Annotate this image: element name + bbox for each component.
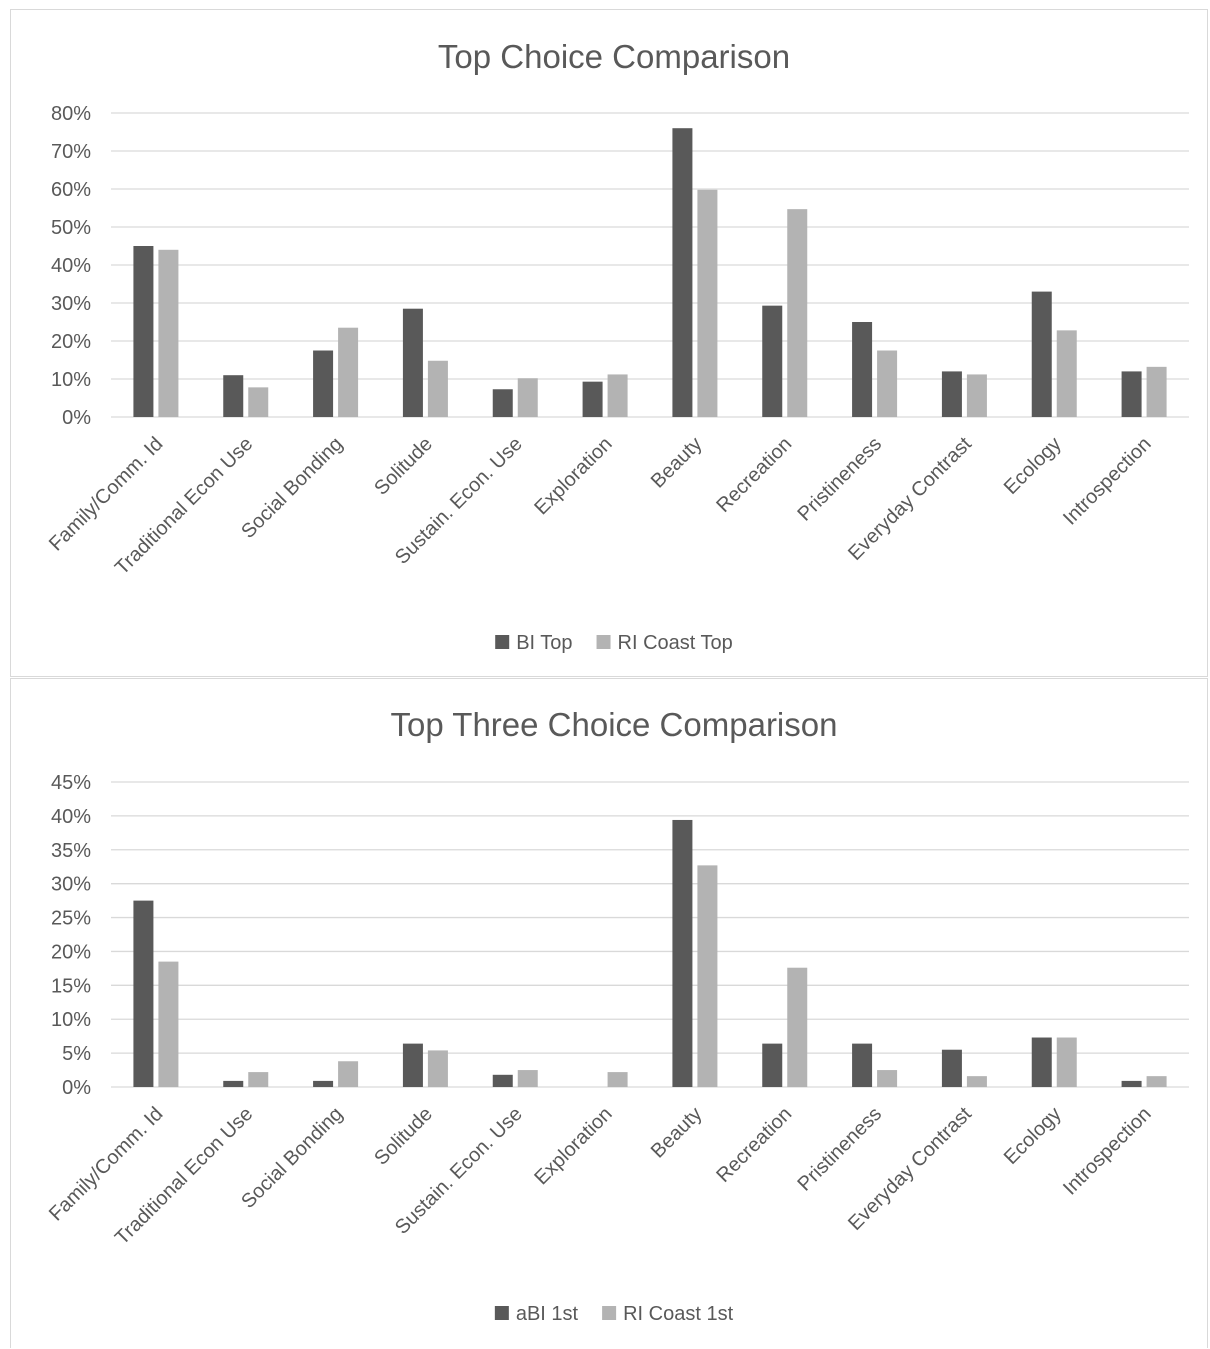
bar-chart-top-three-choice: Top Three Choice Comparison 0% 5% 10% 15% 20…	[45, 706, 1189, 1325]
bar-series-2	[607, 1072, 628, 1087]
bar-series-2	[787, 209, 808, 417]
bar-series-2	[607, 374, 628, 417]
legend-label: BI Top	[516, 632, 572, 654]
y-tick-label: 30%	[51, 293, 91, 315]
bar-chart-top-choice: Top Choice Comparison 0% 10% 20% 30% 40% 50% 6…	[45, 38, 1189, 654]
legend-swatch	[596, 635, 611, 649]
x-category-label: Pristineness	[794, 1103, 887, 1196]
x-category-label: Exploration	[530, 1103, 616, 1189]
bar-series-1	[492, 389, 513, 417]
bar-series-2	[517, 378, 538, 417]
bar-series-2	[787, 967, 808, 1087]
chart-title: Top Three Choice Comparison	[391, 706, 838, 743]
y-tick-label: 80%	[51, 103, 91, 125]
bar-series-1	[402, 308, 423, 417]
bar-series-1	[852, 322, 873, 417]
y-tick-label: 40%	[51, 255, 91, 277]
chart-title: Top Choice Comparison	[438, 38, 790, 75]
bar-series-1	[223, 1080, 244, 1087]
legend-label: RI Coast 1st	[623, 1303, 733, 1325]
x-category-label: Exploration	[530, 433, 616, 519]
x-category-label: Introspection	[1059, 433, 1156, 530]
bar-series-2	[427, 1050, 448, 1087]
legend-swatch	[602, 1306, 617, 1320]
bar-series-2	[877, 1070, 898, 1087]
bar-series-1	[1031, 291, 1052, 417]
bar-series-1	[313, 1080, 334, 1087]
legend-swatch	[495, 635, 510, 649]
bar-series-2	[338, 1061, 359, 1087]
bar-series-1	[1121, 371, 1142, 417]
bar-series-1	[223, 375, 244, 417]
bar-series-1	[133, 246, 154, 417]
bar-series-1	[133, 900, 154, 1087]
x-category-label: Introspection	[1059, 1103, 1156, 1200]
bar-series-1	[852, 1043, 873, 1087]
bar-series-2	[966, 374, 987, 417]
y-tick-label: 20%	[51, 331, 91, 353]
y-tick-label: 0%	[62, 1077, 91, 1099]
y-tick-label: 45%	[51, 772, 91, 794]
y-tick-label: 50%	[51, 217, 91, 239]
legend: aBI 1st RI Coast 1st	[494, 1303, 734, 1325]
bar-series-2	[338, 327, 359, 417]
x-category-label: Recreation	[712, 1103, 796, 1187]
y-tick-label: 25%	[51, 908, 91, 930]
bar-series-1	[582, 381, 603, 417]
bar-series-2	[1056, 1037, 1077, 1087]
y-tick-label: 0%	[62, 407, 91, 429]
bar-series-2	[1056, 330, 1077, 417]
bar-series-1	[1031, 1037, 1052, 1087]
y-tick-label: 20%	[51, 941, 91, 963]
bar-series-1	[672, 819, 693, 1087]
x-category-label: Pristineness	[794, 433, 887, 526]
x-category-label: Solitude	[370, 1103, 437, 1170]
y-tick-label: 10%	[51, 369, 91, 391]
x-category-label: Beauty	[647, 433, 707, 493]
chart-panel-top-choice: Top Choice Comparison 0% 10% 20% 30% 40% 50% 6…	[10, 9, 1208, 677]
bar-series-2	[158, 249, 179, 417]
bar-series-2	[877, 350, 898, 417]
bar-series-2	[966, 1076, 987, 1087]
x-category-label: Recreation	[712, 433, 796, 517]
bar-series-2	[1146, 1076, 1167, 1087]
bar-series-1	[762, 1043, 783, 1087]
legend-swatch	[494, 1306, 509, 1320]
y-tick-label: 30%	[51, 874, 91, 896]
legend: BI Top RI Coast Top	[495, 632, 733, 654]
bar-series-1	[672, 128, 693, 417]
bar-series-1	[941, 371, 962, 417]
bar-series-1	[762, 305, 783, 417]
y-tick-label: 5%	[62, 1043, 91, 1065]
y-tick-label: 35%	[51, 840, 91, 862]
bar-series-1	[492, 1074, 513, 1087]
bar-series-2	[427, 360, 448, 417]
bar-series-1	[313, 350, 334, 417]
x-category-label: Ecology	[1000, 433, 1066, 499]
y-tick-label: 10%	[51, 1009, 91, 1031]
bar-series-2	[697, 189, 718, 417]
x-category-label: Beauty	[647, 1103, 707, 1163]
bar-series-2	[1146, 366, 1167, 417]
legend-label: aBI 1st	[516, 1303, 579, 1325]
bar-series-1	[941, 1049, 962, 1087]
x-category-label: Solitude	[370, 433, 437, 500]
bar-series-2	[697, 865, 718, 1087]
bar-series-2	[517, 1070, 538, 1087]
bar-series-2	[248, 1072, 269, 1087]
bar-series-1	[1121, 1080, 1142, 1087]
y-tick-label: 15%	[51, 975, 91, 997]
bar-series-1	[402, 1043, 423, 1087]
bar-series-2	[158, 961, 179, 1087]
y-tick-label: 40%	[51, 806, 91, 828]
x-category-label: Ecology	[1000, 1103, 1066, 1169]
chart-panel-top-three-choice: Top Three Choice Comparison 0% 5% 10% 15% 20…	[10, 678, 1208, 1348]
legend-label: RI Coast Top	[618, 632, 733, 654]
y-tick-label: 70%	[51, 141, 91, 163]
bar-series-2	[248, 387, 269, 417]
y-tick-label: 60%	[51, 179, 91, 201]
